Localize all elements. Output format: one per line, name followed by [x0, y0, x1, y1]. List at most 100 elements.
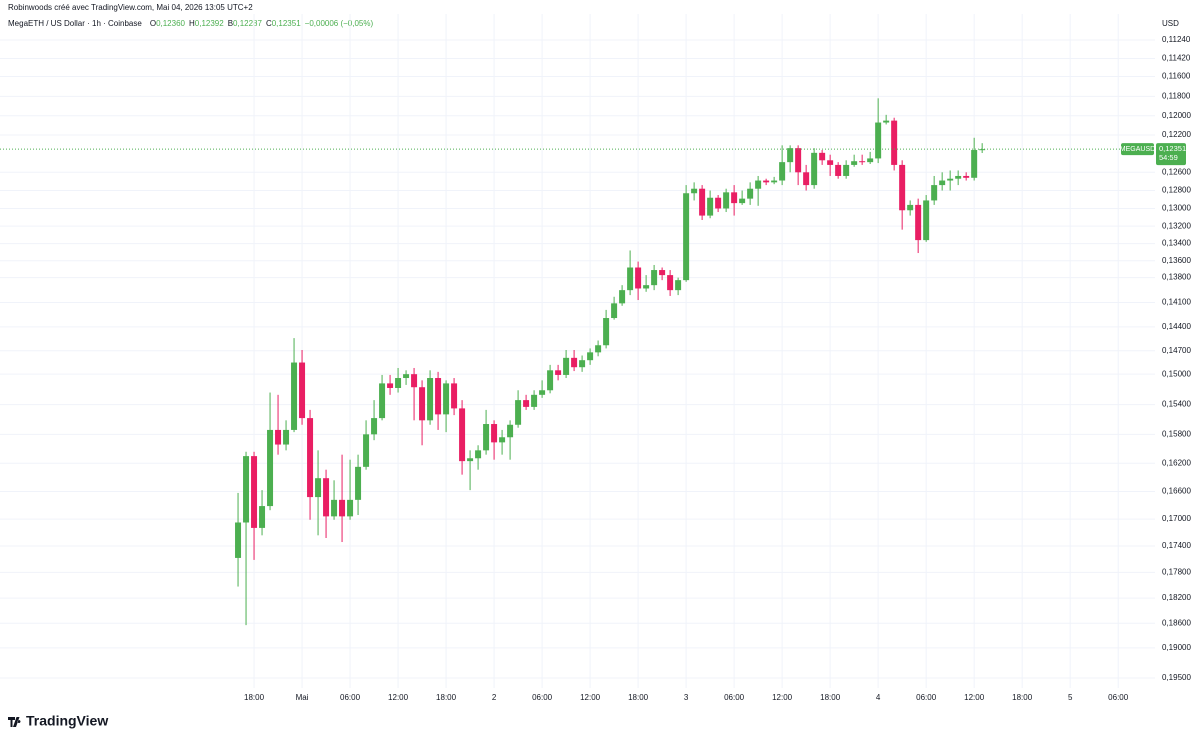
candle-body [699, 188, 706, 216]
candle-body [731, 192, 738, 204]
x-tick-label: 18:00 [436, 693, 457, 702]
legend-key: O [150, 19, 156, 28]
y-tick-label: 0,14400 [1162, 322, 1191, 331]
candle-body [883, 120, 890, 123]
candle-body [467, 458, 474, 462]
candle-body [635, 267, 642, 289]
brand: TradingView [26, 713, 108, 729]
y-tick-label: 0,11800 [1162, 91, 1191, 100]
header: Robinwoods créé avec TradingView.com, Ma… [8, 3, 253, 12]
y-tick-label: 0,19500 [1162, 673, 1191, 682]
candle-body [363, 434, 370, 467]
candle-body [843, 164, 850, 176]
y-tick-label: 0,18200 [1162, 593, 1191, 602]
x-tick-label: 06:00 [340, 693, 361, 702]
y-tick-label: 0,19000 [1162, 643, 1191, 652]
candle-body [491, 424, 498, 443]
y-tick-label: 0,16200 [1162, 458, 1191, 467]
y-tick-label: 0,13600 [1162, 256, 1191, 265]
candle-body [971, 150, 978, 178]
candle-body [555, 370, 562, 375]
candle-body [627, 267, 634, 291]
candle-body [315, 478, 322, 498]
candle-body [715, 197, 722, 209]
candle-body [675, 280, 682, 291]
candle-body [523, 400, 530, 407]
y-tick-label: 0,17000 [1162, 514, 1191, 523]
candle-body [419, 387, 426, 421]
x-tick-label: 12:00 [388, 693, 409, 702]
candle-body [411, 374, 418, 388]
candle-body [515, 400, 522, 425]
candle-body [723, 192, 730, 209]
candle-body [691, 188, 698, 194]
y-tick-label: 0,11600 [1162, 72, 1191, 81]
y-tick-label: 0,17800 [1162, 567, 1191, 576]
candle-body [283, 429, 290, 445]
y-tick-label: 0,15000 [1162, 369, 1191, 378]
symbol: MegaETH / US Dollar · 1h · Coinbase [8, 19, 142, 28]
y-unit: USD [1162, 19, 1179, 28]
x-tick-label: 06:00 [916, 693, 937, 702]
candle-body [835, 164, 842, 176]
y-tick-label: 0,14700 [1162, 346, 1191, 355]
candle-body [915, 204, 922, 241]
candle-body [907, 204, 914, 211]
candle-body [587, 352, 594, 361]
candle-body [603, 318, 610, 346]
candle-body [779, 162, 786, 181]
y-tick-label: 0,13800 [1162, 273, 1191, 282]
candle-body [931, 185, 938, 201]
candle-body [667, 275, 674, 291]
x-tick-label: 12:00 [580, 693, 601, 702]
candle-body [979, 149, 986, 151]
candle-body [403, 374, 410, 379]
x-tick-label: Mai [296, 693, 309, 702]
x-tick-label: 5 [1068, 693, 1073, 702]
candle-body [771, 180, 778, 183]
candle-body [955, 175, 962, 179]
x-tick-label: 2 [492, 693, 497, 702]
candle-body [619, 290, 626, 304]
y-tick-label: 0,13400 [1162, 239, 1191, 248]
candle-body [387, 383, 394, 388]
candle-body [235, 522, 242, 558]
grid [0, 14, 1155, 688]
y-tick-label: 0,12000 [1162, 111, 1191, 120]
symbol-tag-bg [1121, 143, 1154, 156]
y-tick-label: 0,11420 [1162, 54, 1191, 63]
candle-body [267, 429, 274, 507]
x-tick-label: 18:00 [244, 693, 265, 702]
x-tick-label: 4 [876, 693, 881, 702]
legend-key: H [189, 19, 195, 28]
candle-body [763, 180, 770, 183]
candle-body [539, 390, 546, 395]
symbol-tag: MEGAUSD [1120, 146, 1155, 153]
candle-body [899, 164, 906, 211]
legend: MegaETH / US Dollar · 1h · Coinbase O0,12… [8, 19, 373, 28]
y-tick-label: 0,12800 [1162, 186, 1191, 195]
candle-body [579, 360, 586, 368]
candle-body [307, 418, 314, 498]
candle-body [299, 362, 306, 419]
y-tick-label: 0,16600 [1162, 487, 1191, 496]
x-tick-label: 12:00 [772, 693, 793, 702]
candle-body [507, 424, 514, 438]
x-tick-label: 18:00 [1012, 693, 1033, 702]
y-tick-label: 0,11240 [1162, 35, 1191, 44]
candle-body [867, 158, 874, 163]
candle-body [643, 285, 650, 289]
candle-body [395, 378, 402, 388]
candle-body [859, 161, 866, 163]
candle-body [427, 378, 434, 421]
y-tick-label: 0,17400 [1162, 541, 1191, 550]
candle-body [947, 178, 954, 181]
candle-body [811, 152, 818, 186]
candle-body [851, 161, 858, 165]
candle-body [563, 357, 570, 375]
y-tick-label: 0,15400 [1162, 400, 1191, 409]
candle-body [963, 175, 970, 178]
candle-body [571, 357, 578, 368]
